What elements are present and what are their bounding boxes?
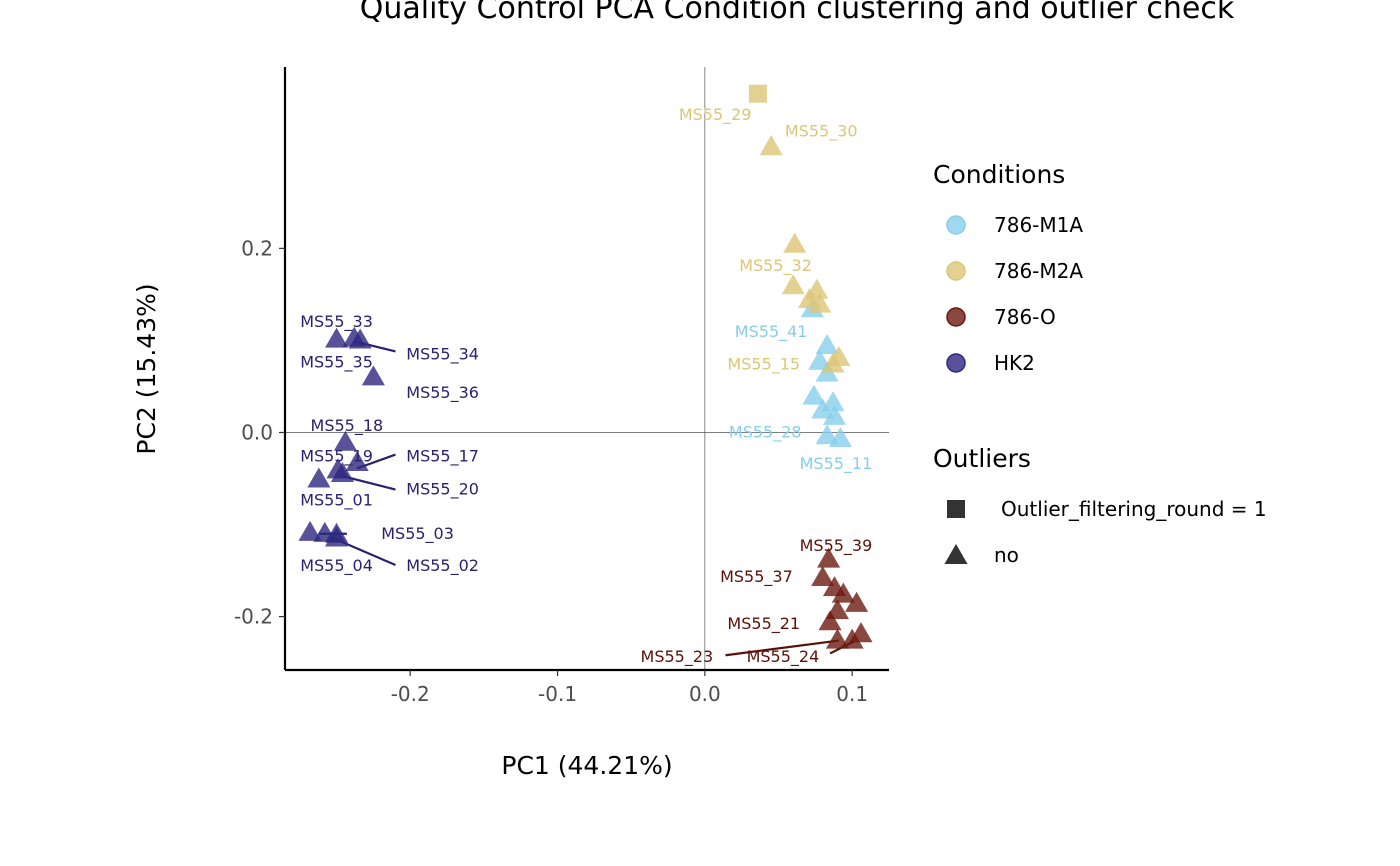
legend-label: 786-M2A	[994, 259, 1083, 283]
sample-point	[821, 391, 845, 412]
legend-outliers-items: Outlier_filtering_round = 1 no	[944, 497, 1267, 567]
sample-label: MS55_33	[300, 312, 373, 332]
sample-point	[759, 135, 783, 156]
sample-label: MS55_04	[300, 556, 373, 576]
legend-conditions-items: 786-M1A 786-M2A 786-O HK2	[946, 213, 1083, 375]
sample-label: MS55_15	[727, 354, 800, 374]
sample-label: MS55_41	[735, 322, 808, 342]
sample-label: MS55_28	[729, 423, 802, 443]
legend: Conditions 786-M1A 786-M2A 786-O HK2 Outlie…	[933, 160, 1267, 567]
x-tick-label: 0.0	[689, 682, 721, 706]
sample-point	[815, 334, 839, 355]
sample-label: MS55_37	[720, 567, 793, 587]
sample-label: MS55_36	[406, 383, 479, 403]
label-leader-lines	[318, 340, 855, 657]
sample-label: MS55_03	[381, 524, 454, 544]
legend-key	[946, 215, 966, 235]
sample-label: MS55_23	[641, 647, 714, 667]
sample-label: MS55_19	[300, 446, 373, 466]
sample-label: MS55_20	[406, 480, 479, 500]
x-tick-label: 0.1	[836, 682, 868, 706]
sample-point	[298, 520, 322, 541]
legend-triangle-key	[944, 544, 968, 565]
sample-point	[831, 582, 855, 603]
y-tick-label: 0.0	[241, 420, 273, 444]
x-tick-label: -0.2	[391, 682, 430, 706]
legend-label: HK2	[994, 351, 1035, 375]
leader-line	[725, 639, 840, 657]
sample-point	[345, 450, 369, 471]
legend-label: no	[994, 543, 1019, 567]
sample-label: MS55_30	[785, 122, 858, 142]
chart-title: Quality Control PCA Condition clustering…	[360, 0, 1235, 26]
sample-label: MS55_21	[727, 614, 800, 634]
sample-point	[821, 352, 845, 373]
plot-area: MS55_41 MS55_28 MS55_11 MS55_29 MS55_30 MS55_…	[285, 67, 889, 670]
x-axis-ticks: -0.2 -0.1 0.0 0.1	[391, 670, 868, 706]
sample-point	[811, 398, 835, 419]
sample-point	[325, 327, 349, 348]
sample-point	[802, 384, 826, 405]
sample-label: MS55_39	[800, 536, 873, 556]
sample-point	[361, 365, 385, 386]
sample-label: MS55_18	[311, 416, 384, 436]
sample-point	[840, 628, 864, 649]
sample-point	[811, 566, 835, 587]
legend-label: 786-O	[994, 305, 1056, 329]
legend-label: Outlier_filtering_round = 1	[1001, 497, 1267, 521]
sample-point	[822, 404, 847, 425]
y-axis-title: PC2 (15.43%)	[132, 283, 161, 454]
sample-point	[333, 430, 357, 451]
outlier-point	[748, 84, 767, 103]
sample-point	[307, 467, 331, 488]
sample-point	[330, 461, 355, 483]
sample-point	[781, 274, 805, 295]
legend-key	[946, 261, 966, 281]
x-axis-title: PC1 (44.21%)	[501, 751, 672, 780]
legend-conditions-title: Conditions	[933, 160, 1065, 189]
sample-label: MS55_17	[406, 446, 479, 466]
sample-label: MS55_02	[406, 556, 479, 576]
sample-point	[348, 328, 372, 349]
sample-label: MS55_24	[747, 647, 820, 667]
legend-outliers-title: Outliers	[933, 444, 1031, 473]
sample-point	[845, 591, 869, 612]
sample-point	[818, 610, 842, 631]
sample-label: MS55_01	[300, 491, 373, 511]
sample-point	[815, 424, 839, 445]
sample-point	[825, 628, 849, 649]
sample-point	[325, 526, 349, 547]
y-tick-label: -0.2	[234, 605, 273, 629]
y-tick-label: 0.2	[241, 236, 273, 260]
sample-point	[808, 292, 832, 313]
sample-point	[783, 232, 807, 253]
point-labels: MS55_41 MS55_28 MS55_11 MS55_29 MS55_30 MS55_…	[300, 105, 872, 667]
legend-key	[946, 353, 966, 373]
sample-label: MS55_34	[406, 344, 479, 364]
legend-square-key	[947, 500, 965, 518]
sample-point	[828, 427, 852, 448]
legend-key	[946, 307, 966, 327]
sample-label: MS55_32	[739, 256, 812, 276]
legend-label: 786-M1A	[994, 213, 1083, 237]
x-tick-label: -0.1	[538, 682, 577, 706]
sample-label: MS55_11	[800, 454, 873, 474]
data-points	[298, 84, 873, 649]
y-axis-ticks: -0.2 0.0 0.2	[234, 236, 285, 629]
sample-label: MS55_29	[679, 105, 752, 125]
sample-point	[817, 547, 841, 568]
sample-label: MS55_35	[300, 353, 373, 373]
